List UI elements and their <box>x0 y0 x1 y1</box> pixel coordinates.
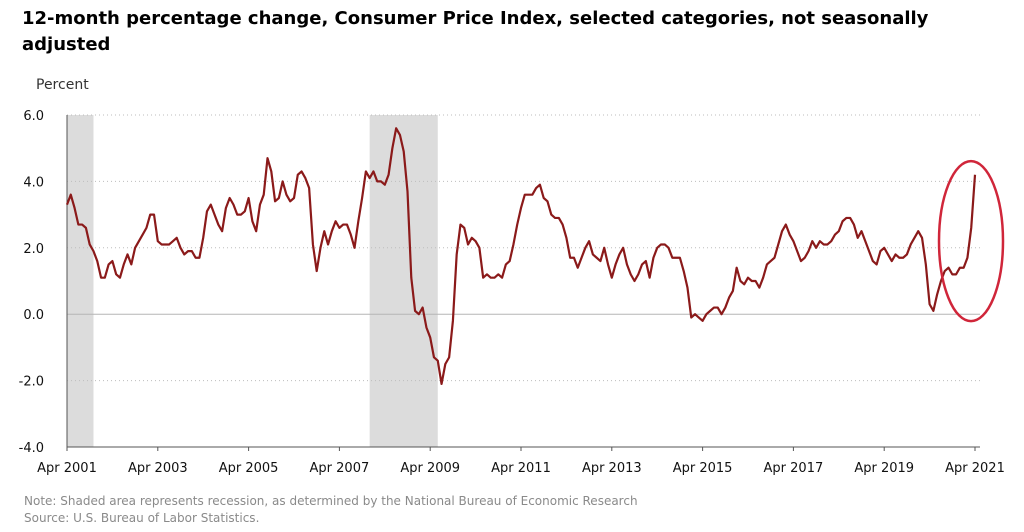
chart-notes: Note: Shaded area represents recession, … <box>24 493 638 527</box>
y-axis-label: Percent <box>36 77 89 93</box>
x-tick-label: Apr 2009 <box>400 461 460 476</box>
annotations <box>937 159 1005 323</box>
x-tick-label: Apr 2021 <box>945 461 1005 476</box>
y-tick-label: 2.0 <box>23 242 44 257</box>
x-tick-label: Apr 2013 <box>582 461 642 476</box>
y-tick-label: 0.0 <box>23 308 44 323</box>
recession-band-1 <box>369 115 438 447</box>
x-tick-label: Apr 2007 <box>310 461 370 476</box>
chart-canvas: 6.04.02.00.0-2.0-4.0 Apr 2001 Apr 2003 Apr… <box>19 109 1005 476</box>
source-text: Source: U.S. Bureau of Labor Statistics. <box>24 511 260 525</box>
y-tick-label: -2.0 <box>19 375 44 390</box>
x-tick-labels: Apr 2001 Apr 2003 Apr 2005 Apr 2007 Apr 2009… <box>37 447 1005 476</box>
x-tick-label: Apr 2019 <box>854 461 914 476</box>
series-line <box>65 127 977 386</box>
grid-lines <box>66 114 980 448</box>
y-tick-label: 6.0 <box>23 109 44 124</box>
chart-title: 12-month percentage change, Consumer Pri… <box>22 8 929 55</box>
y-tick-label: -4.0 <box>19 441 44 456</box>
recession-bands <box>67 115 438 447</box>
x-tick-label: Apr 2015 <box>673 461 733 476</box>
y-tick-labels: 6.0 4.0 2.0 0.0 -2.0 -4.0 <box>19 109 44 456</box>
y-tick-label: 4.0 <box>23 175 44 190</box>
x-tick-label: Apr 2017 <box>764 461 824 476</box>
recession-band-0 <box>67 115 94 447</box>
note-text: Note: Shaded area represents recession, … <box>24 494 638 508</box>
series-lines <box>65 127 977 386</box>
x-tick-label: Apr 2001 <box>37 461 97 476</box>
x-tick-label: Apr 2011 <box>491 461 551 476</box>
highlight-circle <box>937 159 1005 323</box>
x-tick-label: Apr 2003 <box>128 461 188 476</box>
x-tick-label: Apr 2005 <box>219 461 279 476</box>
